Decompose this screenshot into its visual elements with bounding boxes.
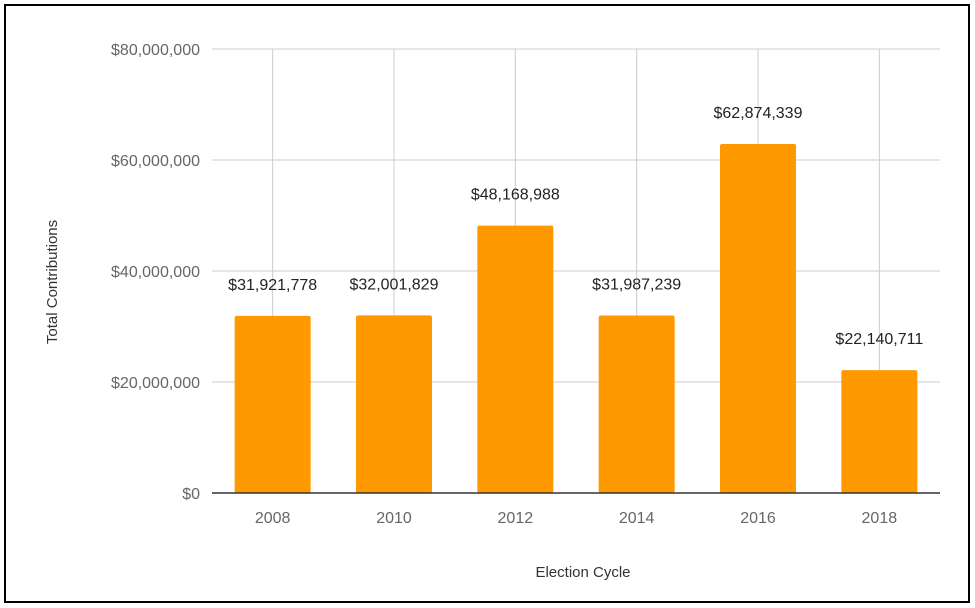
bar-2012 [477,225,554,493]
bars [234,144,918,493]
x-axis-title: Election Cycle [535,564,630,581]
gridlines [212,48,940,493]
bar-2016 [720,144,796,493]
y-tick-label: $40,000,000 [111,264,200,281]
data-label-2018: $22,140,711 [835,331,923,348]
x-tick-label: 2018 [862,510,898,527]
bar-2014 [598,315,675,493]
x-tick-label: 2016 [740,510,776,527]
y-axis-title: Total Contributions [44,220,61,344]
y-axis-ticks: $0 $20,000,000 $40,000,000 $60,000,000 $80,0… [111,42,200,503]
data-label-2014: $31,987,239 [592,276,681,293]
bar-2008 [234,315,311,493]
data-labels: $31,921,778 $32,001,829 $48,168,988 $31,987… [228,105,923,348]
data-label-2012: $48,168,988 [471,187,560,204]
x-tick-label: 2008 [255,510,291,527]
data-label-2010: $32,001,829 [350,276,439,293]
bar-2018 [841,370,918,493]
x-tick-label: 2012 [498,510,534,527]
y-tick-label: $0 [182,486,200,503]
x-axis-ticks: 2008 2010 2012 2014 2016 2018 [255,510,897,527]
y-tick-label: $60,000,000 [111,153,200,170]
x-tick-label: 2010 [376,510,412,527]
data-label-2008: $31,921,778 [228,277,317,294]
bar-2010 [356,315,432,493]
y-tick-label: $20,000,000 [111,375,200,392]
y-tick-label: $80,000,000 [111,42,200,59]
data-label-2016: $62,874,339 [714,105,803,122]
x-tick-label: 2014 [619,510,655,527]
